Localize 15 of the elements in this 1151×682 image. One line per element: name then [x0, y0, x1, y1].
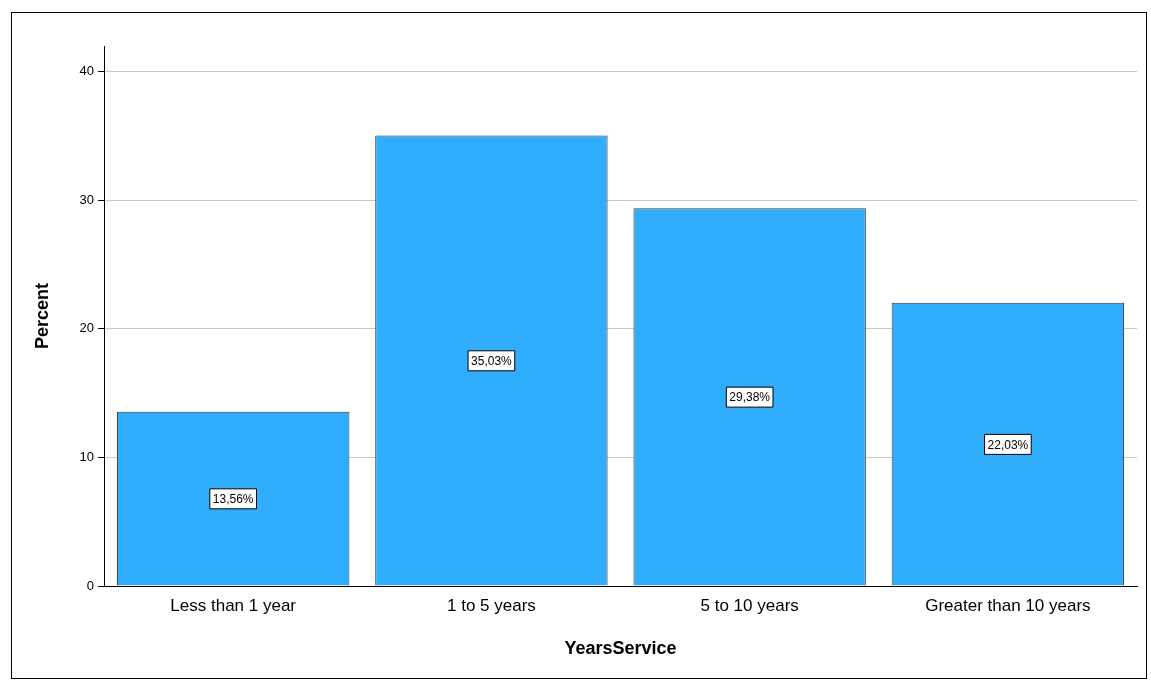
x-tick-label: Greater than 10 years [925, 595, 1091, 615]
data-label: 22,03% [987, 437, 1029, 452]
data-label: 29,38% [729, 390, 771, 405]
y-tick-label: 20 [79, 320, 95, 336]
x-tick-label: 5 to 10 years [700, 595, 799, 615]
data-label: 35,03% [471, 354, 513, 369]
y-axis-title: Percent [31, 282, 52, 350]
y-tick-label: 0 [86, 577, 95, 593]
x-axis-title: YearsService [564, 638, 677, 659]
y-tick-label: 10 [79, 449, 95, 465]
data-label: 13,56% [212, 492, 254, 507]
x-tick-label: 1 to 5 years [447, 595, 536, 615]
y-tick-label: 40 [79, 63, 95, 79]
y-tick-label: 30 [79, 191, 95, 207]
x-tick-label: Less than 1 year [170, 595, 297, 615]
